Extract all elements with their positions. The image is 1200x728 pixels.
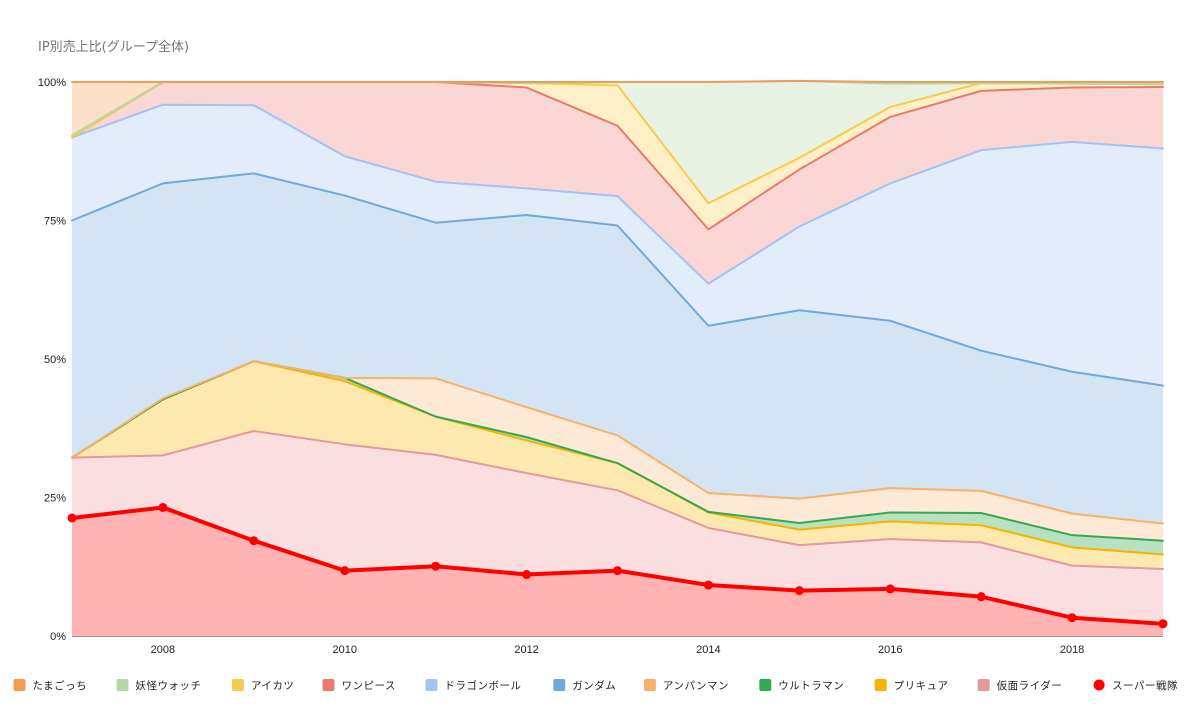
point-スーパー戦隊-2014 [703, 580, 713, 590]
legend-label-ウルトラマン: ウルトラマン [778, 680, 844, 692]
legend: たまごっち 妖怪ウォッチ アイカツ ワンピース ドラゴンボール ガンダム アンパンマン ウルト… [13, 679, 1178, 692]
line-ガンダム [71, 172, 1164, 387]
legend-swatch-仮面ライダー [977, 679, 990, 691]
y-tick-label: 0% [50, 631, 66, 643]
point-スーパー戦隊-2016 [885, 584, 895, 594]
legend-label-アンパンマン: アンパンマン [663, 680, 729, 692]
area-ウルトラマン [72, 361, 1163, 555]
legend-swatch-アイカツ [231, 679, 244, 691]
x-tick-label: 2018 [1060, 644, 1084, 656]
legend-label-ドラゴンボール: ドラゴンボール [445, 679, 522, 692]
x-tick-label: 2008 [151, 644, 175, 656]
y-tick-label: 25% [44, 493, 66, 505]
point-スーパー戦隊-2008 [158, 502, 168, 512]
point-スーパー戦隊-2013 [613, 566, 622, 576]
legend-label-妖怪ウォッチ: 妖怪ウォッチ [136, 679, 202, 692]
y-tick-label: 75% [44, 216, 66, 228]
legend-label-仮面ライダー: 仮面ライダー [997, 679, 1063, 692]
area-プリキュア [72, 361, 1163, 569]
x-tick-label: 2010 [333, 644, 357, 656]
point-スーパー戦隊-2012 [522, 570, 532, 580]
area-layer [72, 80, 1163, 636]
line-たまごっち [71, 79, 1164, 83]
legend-swatch-ドラゴンボール [425, 679, 438, 691]
line-アンパンマン [71, 360, 1164, 525]
area-ガンダム [72, 173, 1163, 524]
legend-swatch-たまごっち [13, 679, 26, 691]
point-スーパー戦隊-2017 [976, 592, 986, 602]
legend-swatch-プリキュア [874, 679, 887, 691]
y-tick-label: 100% [38, 77, 66, 89]
legend-label-ワンピース: ワンピース [342, 680, 396, 692]
area-アンパンマン [72, 361, 1163, 541]
marker-layer [67, 502, 1168, 629]
legend-label-ガンダム: ガンダム [572, 679, 616, 692]
point-スーパー戦隊-2010 [340, 566, 350, 576]
legend-label-アイカツ: アイカツ [251, 680, 294, 692]
y-tick-label: 50% [44, 354, 66, 366]
point-スーパー戦隊-2015 [794, 586, 804, 596]
x-tick-label: 2016 [878, 644, 902, 656]
legend-label-プリキュア: プリキュア [894, 680, 949, 692]
area-ドラゴンボール [72, 104, 1163, 386]
legend-label-スーパー戦隊: スーパー戦隊 [1112, 679, 1178, 692]
area-ワンピース [72, 82, 1163, 284]
area-仮面ライダー [72, 431, 1163, 624]
point-スーパー戦隊-2009 [249, 536, 259, 546]
legend-swatch-アンパンマン [643, 679, 656, 691]
x-tick-label: 2012 [514, 644, 538, 656]
legend-swatch-ガンダム [553, 679, 566, 691]
legend-swatch-ワンピース [322, 679, 335, 691]
line-ドラゴンボール [71, 103, 1164, 285]
x-tick-label: 2014 [696, 644, 720, 656]
point-スーパー戦隊-2007 [67, 513, 77, 523]
legend-marker-スーパー戦隊 [1093, 679, 1105, 691]
axis-layer: 0% 25% 50% 75% 100% 2008 2010 2012 2014 2016 2018 [38, 77, 1084, 656]
legend-label-たまごっち: たまごっち [33, 679, 88, 692]
area-アイカツ [72, 82, 1163, 230]
line-仮面ライダー [71, 430, 1164, 570]
point-スーパー戦隊-2018 [1067, 613, 1077, 623]
point-スーパー戦隊-2019 [1158, 619, 1168, 629]
point-スーパー戦隊-2011 [431, 561, 441, 571]
legend-swatch-妖怪ウォッチ [116, 679, 129, 691]
chart-title: IP別売上比(グループ全体) [38, 40, 190, 55]
legend-swatch-ウルトラマン [759, 679, 772, 691]
